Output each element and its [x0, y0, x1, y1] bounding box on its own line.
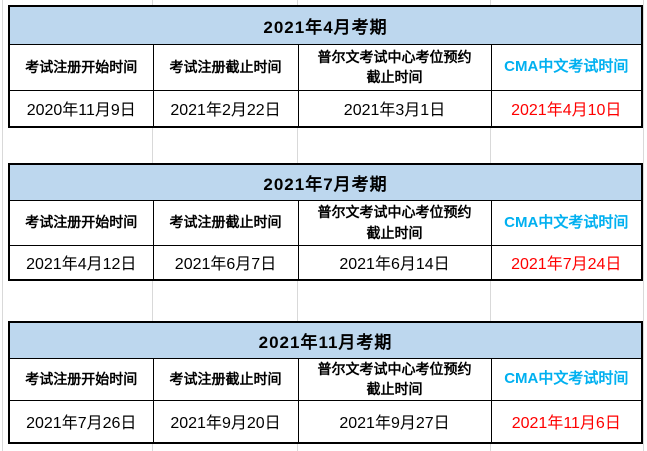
exam-table-november-2021: 2021年11月考期 考试注册开始时间 考试注册截止时间 普尔文考试中心考位预约…: [8, 321, 644, 444]
column-header-cma-exam-date: CMA中文考试时间: [490, 43, 643, 91]
table-header-row: 考试注册开始时间 考试注册截止时间 普尔文考试中心考位预约 截止时间 CMA中文…: [8, 43, 643, 91]
table-title-row: 2021年4月考期: [8, 5, 643, 45]
column-header-registration-start: 考试注册开始时间: [8, 357, 154, 401]
registration-start-date: 2021年7月26日: [8, 399, 154, 444]
table-title-row: 2021年7月考期: [8, 163, 643, 201]
column-header-cma-exam-date: CMA中文考试时间: [490, 357, 643, 401]
registration-deadline-date: 2021年6月7日: [152, 244, 299, 281]
gridline-vertical: [643, 0, 644, 451]
prometric-seat-deadline-date: 2021年9月27日: [297, 399, 492, 444]
registration-start-date: 2021年4月12日: [8, 244, 154, 281]
table-title: 2021年4月考期: [8, 5, 643, 45]
table-data-row: 2021年4月12日 2021年6月7日 2021年6月14日 2021年7月2…: [8, 244, 643, 281]
prometric-seat-deadline-date: 2021年3月1日: [297, 89, 492, 128]
table-data-row: 2021年7月26日 2021年9月20日 2021年9月27日 2021年11…: [8, 399, 643, 444]
cma-exam-date: 2021年7月24日: [490, 244, 643, 281]
registration-deadline-date: 2021年9月20日: [152, 399, 299, 444]
registration-deadline-date: 2021年2月22日: [152, 89, 299, 128]
column-header-prometric-seat-deadline: 普尔文考试中心考位预约 截止时间: [297, 199, 492, 246]
column-header-registration-deadline: 考试注册截止时间: [152, 199, 299, 246]
table-header-row: 考试注册开始时间 考试注册截止时间 普尔文考试中心考位预约 截止时间 CMA中文…: [8, 199, 643, 246]
table-title: 2021年11月考期: [8, 321, 643, 359]
exam-table-april-2021: 2021年4月考期 考试注册开始时间 考试注册截止时间 普尔文考试中心考位预约 …: [8, 5, 644, 128]
table-data-row: 2020年11月9日 2021年2月22日 2021年3月1日 2021年4月1…: [8, 89, 643, 128]
column-header-registration-start: 考试注册开始时间: [8, 43, 154, 91]
exam-table-july-2021: 2021年7月考期 考试注册开始时间 考试注册截止时间 普尔文考试中心考位预约 …: [8, 163, 644, 281]
column-header-registration-deadline: 考试注册截止时间: [152, 43, 299, 91]
prometric-seat-deadline-date: 2021年6月14日: [297, 244, 492, 281]
column-header-prometric-seat-deadline: 普尔文考试中心考位预约 截止时间: [297, 357, 492, 401]
table-title-row: 2021年11月考期: [8, 321, 643, 359]
gridline-vertical: [2, 0, 3, 451]
table-title: 2021年7月考期: [8, 163, 643, 201]
cma-exam-date: 2021年11月6日: [490, 399, 643, 444]
registration-start-date: 2020年11月9日: [8, 89, 154, 128]
column-header-cma-exam-date: CMA中文考试时间: [490, 199, 643, 246]
cma-exam-date: 2021年4月10日: [490, 89, 643, 128]
column-header-prometric-seat-deadline: 普尔文考试中心考位预约 截止时间: [297, 43, 492, 91]
column-header-registration-start: 考试注册开始时间: [8, 199, 154, 246]
table-header-row: 考试注册开始时间 考试注册截止时间 普尔文考试中心考位预约 截止时间 CMA中文…: [8, 357, 643, 401]
column-header-registration-deadline: 考试注册截止时间: [152, 357, 299, 401]
